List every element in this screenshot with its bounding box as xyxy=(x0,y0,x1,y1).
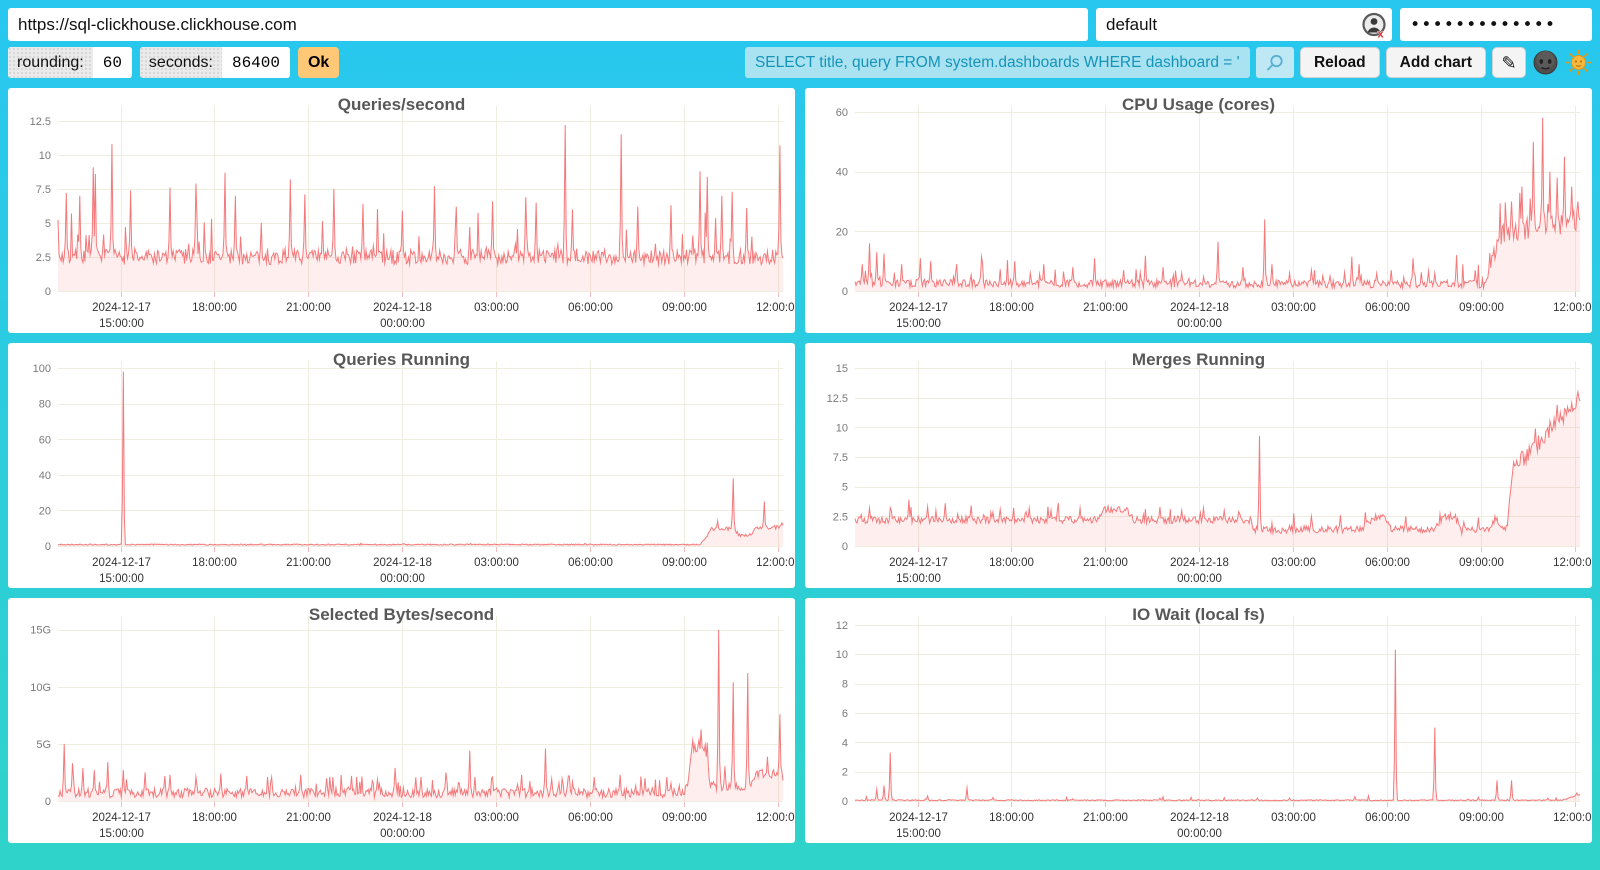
seconds-label: seconds: xyxy=(139,47,222,78)
merges-running-chart[interactable] xyxy=(805,343,1592,588)
query-group: Reload Add chart ✎ xyxy=(744,47,1592,78)
rounding-value[interactable]: 60 xyxy=(92,47,132,78)
light-theme-toggle[interactable] xyxy=(1565,49,1592,76)
rounding-label: rounding: xyxy=(8,47,93,78)
chart-card-selected-bytes: Selected Bytes/second xyxy=(8,598,795,843)
password-input[interactable] xyxy=(1400,8,1592,41)
dark-theme-toggle[interactable] xyxy=(1532,49,1559,76)
seconds-param: seconds: 86400 xyxy=(139,47,290,78)
chart-card-cpu-usage: CPU Usage (cores) xyxy=(805,88,1592,333)
user-circle-x-icon[interactable]: x xyxy=(1361,12,1387,38)
io-wait-chart[interactable] xyxy=(805,598,1592,843)
cpu-usage-chart[interactable] xyxy=(805,88,1592,333)
add-chart-button[interactable]: Add chart xyxy=(1385,47,1486,78)
svg-text:x: x xyxy=(1378,28,1385,38)
chart-card-io-wait: IO Wait (local fs) xyxy=(805,598,1592,843)
reload-button[interactable]: Reload xyxy=(1299,47,1380,78)
user-field-wrap: x xyxy=(1096,8,1392,41)
edit-button[interactable]: ✎ xyxy=(1492,47,1526,78)
seconds-value[interactable]: 86400 xyxy=(221,47,290,78)
queries-per-second-chart[interactable] xyxy=(8,88,795,333)
search-button[interactable] xyxy=(1255,47,1294,78)
search-icon xyxy=(1267,54,1283,70)
ok-button[interactable]: Ok xyxy=(297,47,340,78)
dashboard-query-input[interactable] xyxy=(744,47,1250,78)
controls-bar: rounding: 60 seconds: 86400 Ok Reload Ad… xyxy=(8,47,1592,78)
connection-bar: x xyxy=(8,8,1592,41)
rounding-param: rounding: 60 xyxy=(8,47,132,78)
pencil-icon: ✎ xyxy=(1501,52,1517,73)
charts-grid: Queries/second CPU Usage (cores) Queries… xyxy=(8,88,1592,843)
dashboard-page: x rounding: 60 seconds: 86400 Ok Reload … xyxy=(8,8,1592,843)
sun-face-icon xyxy=(1565,49,1592,76)
chart-card-merges-running: Merges Running xyxy=(805,343,1592,588)
moon-face-icon xyxy=(1533,50,1558,75)
queries-running-chart[interactable] xyxy=(8,343,795,588)
chart-card-queries-running: Queries Running xyxy=(8,343,795,588)
chart-card-queries-per-second: Queries/second xyxy=(8,88,795,333)
url-input[interactable] xyxy=(8,8,1088,41)
user-input[interactable] xyxy=(1096,8,1392,41)
selected-bytes-chart[interactable] xyxy=(8,598,795,843)
